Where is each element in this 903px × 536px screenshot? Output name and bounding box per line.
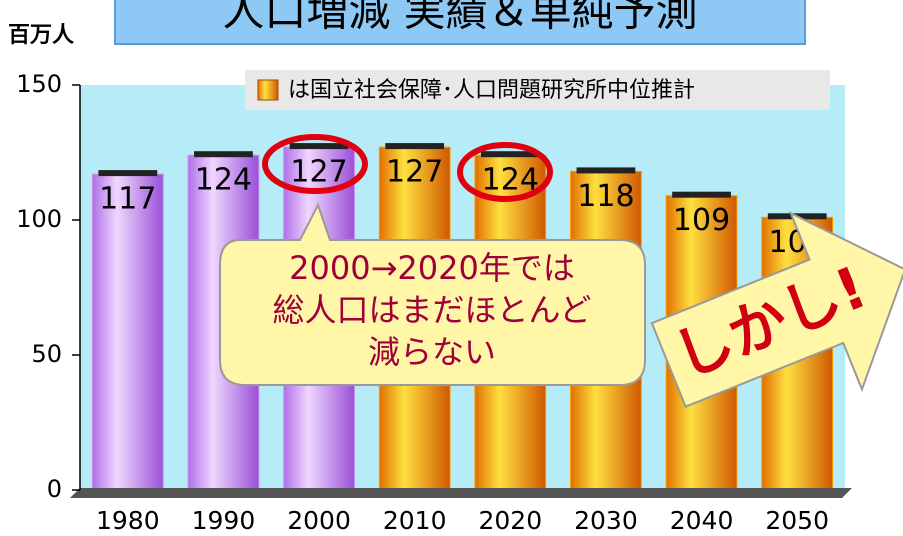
y-tick-label: 150 bbox=[16, 70, 62, 98]
arrow-shape bbox=[650, 211, 903, 408]
legend-text: は国立社会保障･人口問題研究所中位推計 bbox=[288, 78, 695, 103]
callout-line: 総人口はまだほとんど bbox=[272, 291, 591, 329]
callout-line: 減らない bbox=[368, 333, 496, 371]
y-tick-label: 50 bbox=[31, 340, 62, 368]
x-tick-label: 1980 bbox=[96, 506, 160, 535]
x-tick-label: 2050 bbox=[765, 506, 829, 535]
x-tick-label: 2000 bbox=[287, 506, 351, 535]
bar-cap bbox=[672, 191, 731, 198]
data-label: 118 bbox=[577, 179, 634, 214]
x-tick-label: 2040 bbox=[670, 506, 734, 535]
data-label: 127 bbox=[290, 155, 347, 190]
floor bbox=[70, 488, 852, 498]
bar-cap bbox=[98, 170, 158, 177]
callout-box bbox=[219, 202, 646, 386]
legend-swatch bbox=[257, 79, 279, 101]
data-label: 124 bbox=[195, 163, 252, 198]
x-tick-label: 2030 bbox=[574, 506, 638, 535]
bar-cap bbox=[480, 151, 540, 158]
bar-cap bbox=[194, 151, 253, 158]
y-tick-label: 0 bbox=[47, 475, 62, 503]
x-tick-label: 2010 bbox=[383, 506, 447, 535]
bar bbox=[91, 173, 164, 491]
bar-cap bbox=[576, 167, 636, 174]
highlight-circle bbox=[457, 142, 553, 202]
x-tick-label: 1990 bbox=[192, 506, 256, 535]
callout-line: 2000→2020年では bbox=[289, 249, 575, 287]
title-box bbox=[114, 0, 806, 45]
bar-cap bbox=[385, 143, 445, 150]
bar-cap bbox=[289, 143, 349, 150]
chart-title: 人口増減 実績＆単純予測 bbox=[222, 0, 697, 36]
legend-box bbox=[245, 70, 830, 110]
x-tick-label: 2020 bbox=[479, 506, 543, 535]
y-tick-label: 100 bbox=[16, 205, 62, 233]
data-label: 127 bbox=[386, 155, 443, 190]
y-unit: 百万人 bbox=[8, 23, 74, 48]
highlight-circle bbox=[262, 134, 368, 194]
data-label: 109 bbox=[673, 203, 730, 238]
data-label: 117 bbox=[99, 182, 156, 217]
callout-text: 2000→2020年では総人口はまだほとんど減らない bbox=[272, 249, 591, 371]
